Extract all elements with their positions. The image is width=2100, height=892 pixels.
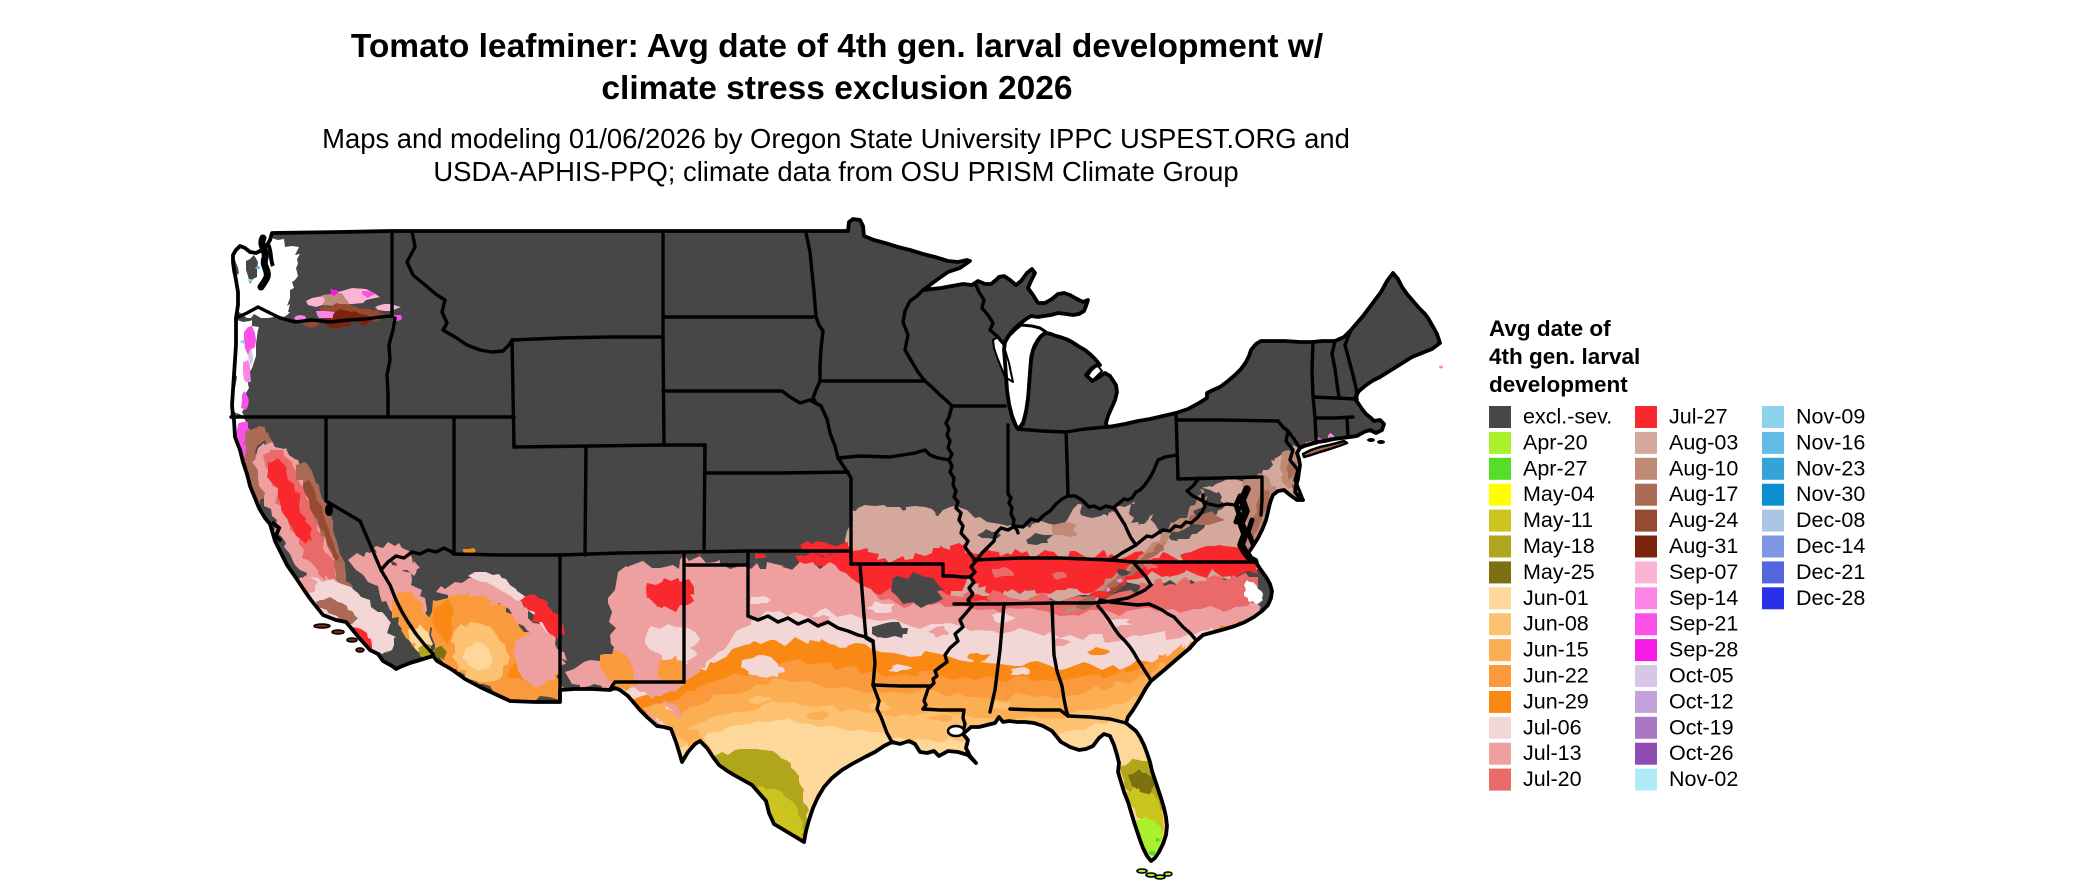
svg-text:Apr-20: Apr-20 [1523,430,1588,454]
svg-text:Jul-20: Jul-20 [1523,767,1582,791]
svg-text:May-04: May-04 [1523,482,1595,506]
svg-text:Dec-28: Dec-28 [1796,586,1865,610]
svg-text:Oct-26: Oct-26 [1669,741,1734,765]
svg-text:Nov-30: Nov-30 [1796,482,1865,506]
svg-text:Nov-02: Nov-02 [1669,767,1738,791]
svg-text:Sep-14: Sep-14 [1669,586,1738,610]
svg-text:Aug-31: Aug-31 [1669,534,1738,558]
svg-text:Oct-19: Oct-19 [1669,715,1734,739]
svg-text:Aug-03: Aug-03 [1669,430,1738,454]
svg-text:4th gen. larval: 4th gen. larval [1489,344,1640,369]
svg-text:Jul-06: Jul-06 [1523,715,1582,739]
svg-text:May-11: May-11 [1523,508,1593,532]
svg-text:Jul-27: Jul-27 [1669,405,1728,429]
svg-text:Jun-08: Jun-08 [1523,612,1589,636]
svg-text:Nov-16: Nov-16 [1796,430,1865,454]
svg-text:Dec-14: Dec-14 [1796,534,1865,558]
svg-text:Jul-13: Jul-13 [1523,741,1582,765]
svg-text:Sep-28: Sep-28 [1669,638,1738,662]
svg-text:May-25: May-25 [1523,560,1595,584]
svg-text:development: development [1489,372,1628,397]
svg-text:Dec-21: Dec-21 [1796,560,1865,584]
svg-text:Maps and modeling 01/06/2026 b: Maps and modeling 01/06/2026 by Oregon S… [322,123,1350,154]
svg-text:Jun-15: Jun-15 [1523,638,1589,662]
svg-text:Oct-05: Oct-05 [1669,664,1734,688]
svg-text:USDA-APHIS-PPQ; climate data f: USDA-APHIS-PPQ; climate data from OSU PR… [433,156,1238,187]
svg-text:Tomato leafminer: Avg date of: Tomato leafminer: Avg date of 4th gen. l… [351,28,1323,65]
svg-text:Jun-22: Jun-22 [1523,664,1589,688]
svg-text:Sep-07: Sep-07 [1669,560,1738,584]
svg-text:Avg date of: Avg date of [1489,316,1611,341]
svg-text:May-18: May-18 [1523,534,1595,558]
svg-text:Apr-27: Apr-27 [1523,456,1588,480]
svg-text:Aug-24: Aug-24 [1669,508,1738,532]
svg-text:Dec-08: Dec-08 [1796,508,1865,532]
svg-text:climate stress exclusion 2026: climate stress exclusion 2026 [601,70,1072,107]
svg-text:Jun-29: Jun-29 [1523,689,1589,713]
svg-text:Aug-10: Aug-10 [1669,456,1738,480]
svg-text:Aug-17: Aug-17 [1669,482,1738,506]
svg-text:Oct-12: Oct-12 [1669,689,1734,713]
svg-text:Jun-01: Jun-01 [1523,586,1589,610]
svg-text:Nov-23: Nov-23 [1796,456,1865,480]
svg-text:excl.-sev.: excl.-sev. [1523,405,1612,429]
svg-text:Nov-09: Nov-09 [1796,405,1865,429]
svg-text:Sep-21: Sep-21 [1669,612,1738,636]
